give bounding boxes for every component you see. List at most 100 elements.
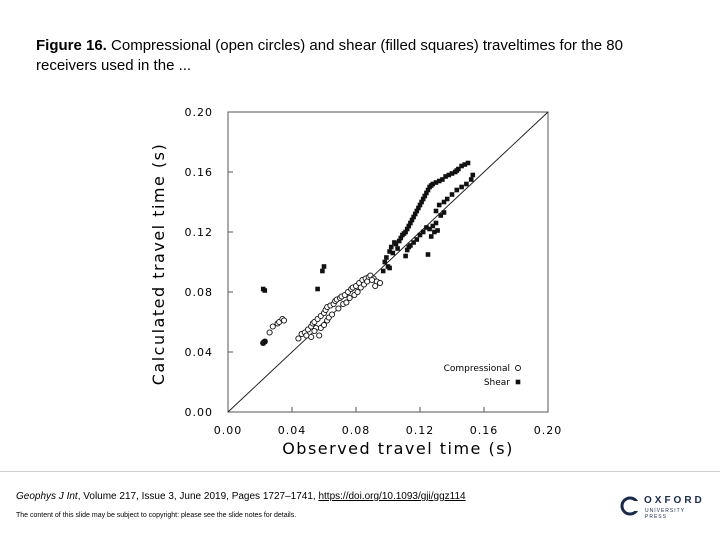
shear-point xyxy=(262,339,268,344)
x-axis-title: Observed travel time (s) xyxy=(282,439,514,458)
shear-point xyxy=(412,211,418,217)
shear-point xyxy=(470,172,476,178)
figure-label: Figure 16. xyxy=(36,37,107,54)
x-tick-label: 0.16 xyxy=(470,424,499,437)
shear-point xyxy=(408,220,413,226)
shear-point xyxy=(419,199,424,205)
shear-point xyxy=(425,252,431,257)
shear-point xyxy=(320,268,325,274)
shear-point xyxy=(425,187,431,193)
plot-frame xyxy=(227,111,549,413)
shear-point xyxy=(420,229,426,235)
doi-link[interactable]: https://doi.org/10.1093/gji/ggz114 xyxy=(318,491,466,502)
shear-point xyxy=(422,193,428,199)
x-tick-label: 0.20 xyxy=(534,424,563,437)
compressional-point xyxy=(372,282,379,290)
shear-point xyxy=(390,250,396,256)
compressional-point xyxy=(311,327,318,335)
legend-square-icon xyxy=(515,379,521,385)
shear-point xyxy=(424,190,429,196)
shear-point xyxy=(459,163,464,169)
x-tick-label: 0.08 xyxy=(342,424,371,437)
shear-point xyxy=(417,232,423,238)
shear-point xyxy=(435,228,440,233)
legend: Compressional Shear xyxy=(444,364,521,388)
shear-point xyxy=(396,238,402,244)
compressional-point xyxy=(343,299,350,306)
oxford-emblem-icon xyxy=(620,496,640,516)
y-axis-title: Calculated travel time (s) xyxy=(149,143,168,386)
figure-caption: Compressional (open circles) and shear (… xyxy=(36,37,623,74)
compressional-point xyxy=(269,323,276,330)
shear-point xyxy=(449,192,455,197)
x-tick-label: 0.12 xyxy=(406,424,435,437)
shear-point xyxy=(465,160,471,166)
shear-point xyxy=(459,184,464,190)
shear-point xyxy=(424,225,429,230)
shear-point xyxy=(411,214,416,220)
compressional-point xyxy=(280,317,288,324)
shear-point xyxy=(441,199,447,205)
shear-point xyxy=(387,249,392,254)
shear-point xyxy=(420,196,426,202)
compressional-point xyxy=(376,279,384,287)
shear-point xyxy=(468,177,474,182)
shear-point xyxy=(382,259,388,265)
shear-point xyxy=(428,234,434,239)
citation-journal: Geophys J Int xyxy=(16,491,78,502)
shear-point xyxy=(444,196,450,202)
shear-point xyxy=(464,181,469,187)
oxford-logo: OXFORD UNIVERSITY PRESS xyxy=(620,494,708,520)
shear-point xyxy=(315,286,320,292)
compressional-point xyxy=(316,332,323,339)
shear-point xyxy=(443,174,448,179)
data-points xyxy=(260,160,476,347)
y-tick-label: 0.04 xyxy=(185,346,214,359)
compressional-point xyxy=(303,332,310,339)
logo-subtitle: UNIVERSITY PRESS xyxy=(645,508,685,520)
shear-point xyxy=(384,255,389,260)
footer-divider xyxy=(0,471,720,472)
shear-point xyxy=(438,213,444,218)
shear-point xyxy=(409,217,415,223)
shear-point xyxy=(436,178,442,184)
shear-point xyxy=(406,223,412,229)
y-tick-label: 0.16 xyxy=(185,166,214,179)
axis-labels: Observed travel time (s) Calculated trave… xyxy=(149,143,514,458)
shear-point xyxy=(411,240,416,245)
shear-point xyxy=(454,187,460,193)
compressional-point xyxy=(328,311,336,318)
shear-point xyxy=(416,205,421,211)
shear-point xyxy=(462,162,468,167)
shear-point xyxy=(440,177,445,182)
shear-point xyxy=(321,264,327,269)
shear-point xyxy=(398,235,404,241)
legend-label: Compressional xyxy=(444,364,510,374)
citation: Geophys J Int, Volume 217, Issue 3, June… xyxy=(16,491,466,502)
shear-point xyxy=(432,229,437,235)
compressional-point xyxy=(346,294,353,302)
shear-point xyxy=(441,210,447,215)
x-tick-label: 0.00 xyxy=(214,424,243,437)
plot-axes: 0.00 0.04 0.08 0.12 0.16 0.20 0.00 0.04 0.08 0.12… xyxy=(185,106,563,437)
identity-line xyxy=(227,111,549,413)
shear-point xyxy=(380,268,386,274)
shear-point xyxy=(262,288,268,293)
shear-point xyxy=(404,247,410,253)
compressional-point xyxy=(295,335,302,342)
shear-point xyxy=(417,202,423,208)
shear-point xyxy=(436,202,442,208)
compressional-point xyxy=(266,329,273,336)
shear-point xyxy=(456,166,461,172)
shear-point xyxy=(433,180,439,185)
shear-point xyxy=(414,208,420,214)
compressional-point xyxy=(354,288,361,296)
shear-point xyxy=(395,246,400,251)
logo-wordmark: OXFORD xyxy=(644,495,705,506)
shear-point xyxy=(393,241,399,247)
y-tick-label: 0.00 xyxy=(185,406,214,419)
citation-details: , Volume 217, Issue 3, June 2019, Pages … xyxy=(77,491,319,502)
shear-point xyxy=(387,265,392,271)
shear-point xyxy=(446,172,452,178)
legend-label: Shear xyxy=(484,378,510,388)
